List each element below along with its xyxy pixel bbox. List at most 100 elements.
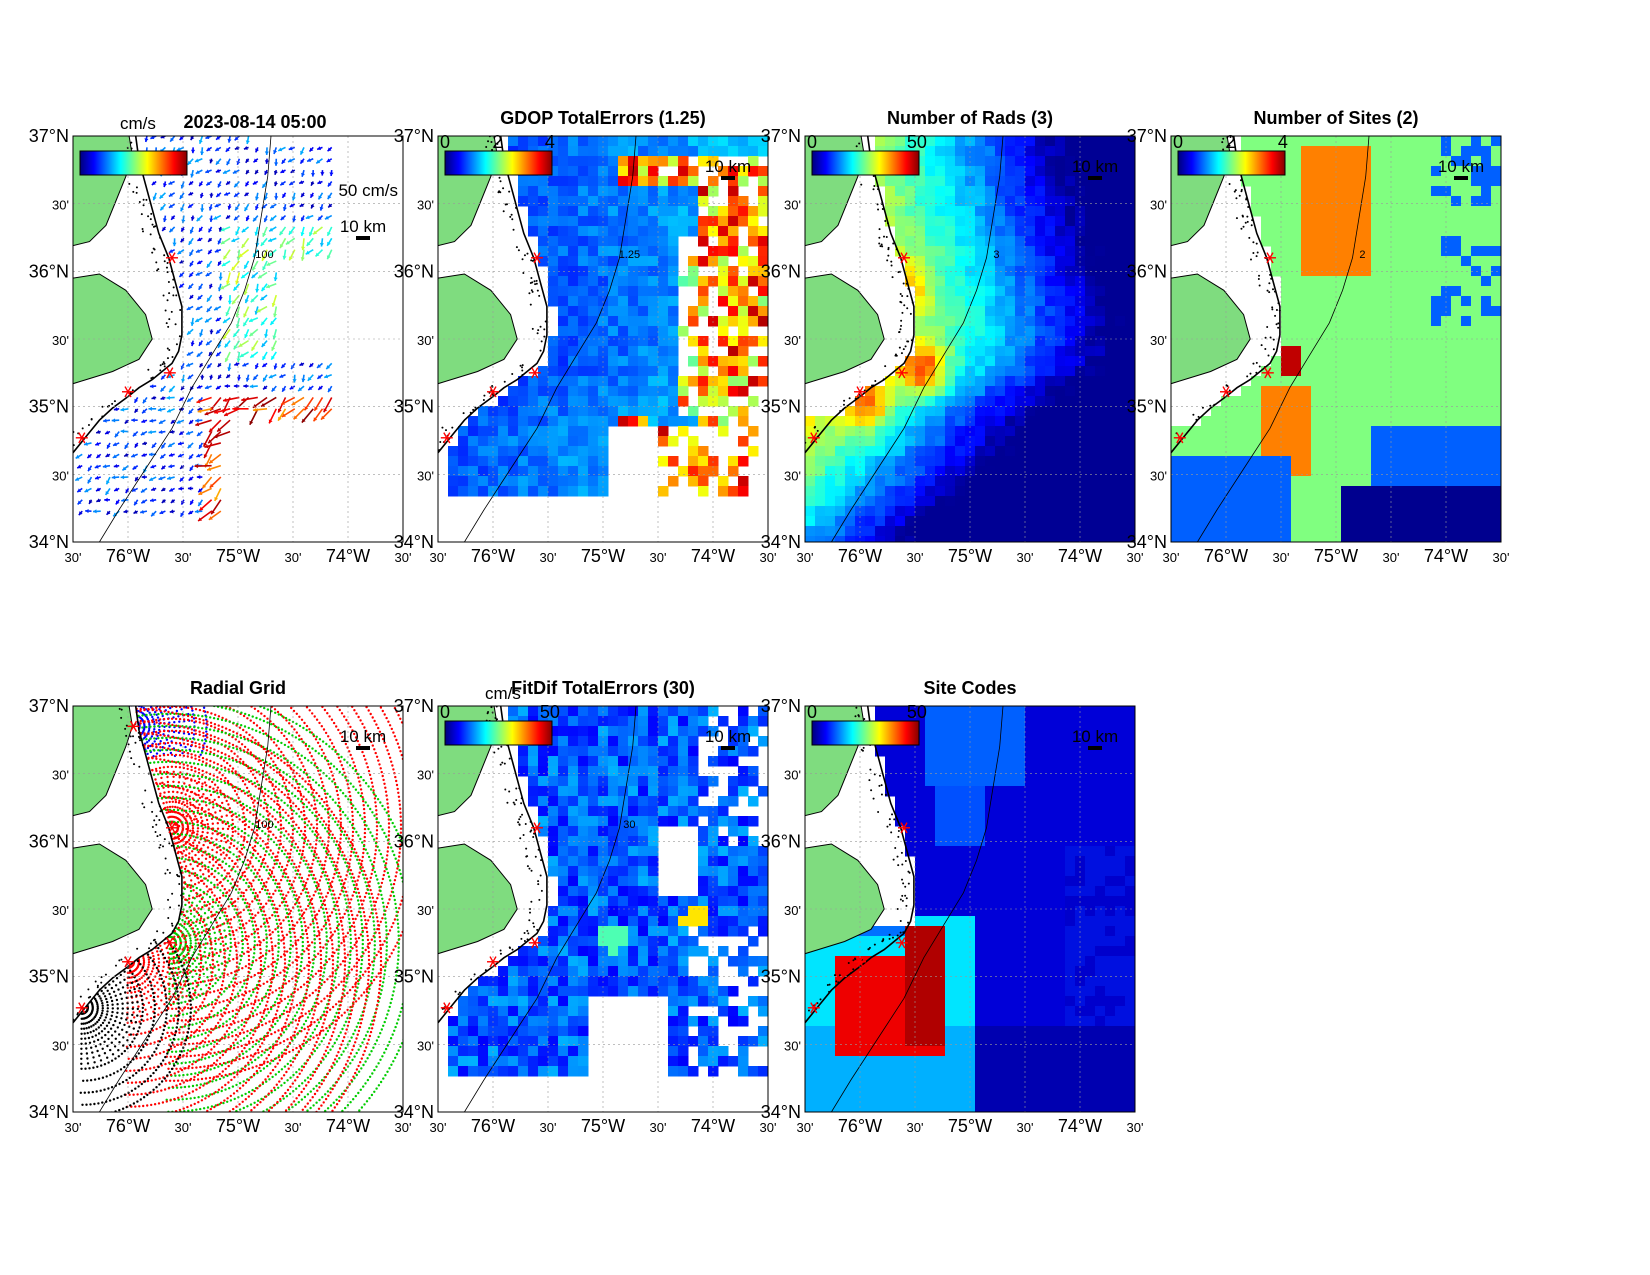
vector-head [328, 203, 333, 208]
data-cell [568, 296, 579, 307]
data-cell [895, 426, 906, 437]
data-cell [1201, 516, 1212, 527]
data-cell [1361, 496, 1372, 507]
data-cell [1471, 206, 1482, 217]
data-cell [1055, 356, 1066, 367]
data-cell [1261, 136, 1272, 147]
data-cell [728, 336, 739, 347]
data-cell [1105, 196, 1116, 207]
data-cell [1361, 446, 1372, 457]
data-cell [915, 336, 926, 347]
vector-head [272, 313, 278, 318]
data-cell [1005, 346, 1016, 357]
data-cell [698, 486, 709, 497]
vector-head [319, 206, 324, 211]
coast-dot [130, 141, 133, 144]
coast-dot [1272, 288, 1275, 291]
data-cell [925, 186, 936, 197]
coast-dot [891, 276, 894, 279]
site-marker [531, 252, 543, 264]
data-cell [1171, 486, 1182, 497]
data-cell [668, 316, 679, 327]
coast-dot [1228, 144, 1231, 147]
data-cell [668, 336, 679, 347]
data-cell [618, 306, 629, 317]
data-cell [698, 276, 709, 287]
coast-dot [1234, 189, 1237, 192]
data-cell [738, 146, 749, 157]
data-cell [1351, 476, 1362, 487]
data-cell [578, 336, 589, 347]
data-cell [1115, 296, 1126, 307]
data-cell [558, 366, 569, 377]
data-cell [1271, 516, 1282, 527]
lon-tick-label: 76°W [106, 546, 150, 566]
data-cell [1125, 156, 1135, 167]
data-cell [1451, 216, 1462, 227]
data-cell [588, 486, 599, 497]
data-cell [638, 416, 649, 427]
vector-head [216, 193, 221, 197]
data-cell [1291, 346, 1302, 357]
data-cell [1045, 476, 1056, 487]
vector-head [264, 334, 269, 338]
data-cell [1291, 286, 1302, 297]
vector-head [268, 252, 273, 257]
data-cell [1321, 486, 1332, 497]
vector-head [207, 364, 212, 369]
coast-dot [523, 254, 526, 257]
data-cell [975, 156, 986, 167]
coast-dot [1264, 336, 1267, 339]
data-cell [945, 156, 956, 167]
data-cell [1241, 466, 1252, 477]
vector-head [170, 137, 174, 142]
vector-head [314, 406, 318, 411]
data-cell [925, 136, 936, 147]
data-cell [1391, 206, 1402, 217]
data-cell [1351, 446, 1362, 457]
data-cell [698, 366, 709, 377]
data-cell [1171, 506, 1182, 517]
vector-head [197, 409, 202, 414]
colorbar-segment [883, 151, 885, 175]
data-cell [648, 286, 659, 297]
data-cell [758, 296, 768, 307]
data-cell [825, 446, 836, 457]
data-cell [985, 466, 996, 477]
data-cell [1411, 216, 1422, 227]
data-cell [1105, 506, 1116, 517]
data-cell [678, 386, 689, 397]
data-cell [638, 276, 649, 287]
data-cell [1125, 456, 1135, 467]
data-cell [1085, 536, 1096, 542]
data-cell [1361, 396, 1372, 407]
colorbar-segment [818, 151, 820, 175]
data-cell [518, 176, 529, 187]
data-cell [1065, 186, 1076, 197]
colorbar-segment [156, 151, 158, 175]
vector-head [244, 207, 249, 212]
data-cell [1371, 156, 1382, 167]
data-cell [658, 406, 669, 417]
lat-tick-label: 34°N [761, 532, 801, 552]
colorbar-segment [92, 151, 94, 175]
data-cell [498, 416, 509, 427]
data-cell [1055, 236, 1066, 247]
data-cell [1421, 376, 1432, 387]
data-cell [1411, 366, 1422, 377]
data-cell [925, 236, 936, 247]
colorbar-segment [183, 151, 185, 175]
colorbar-segment [524, 151, 526, 175]
vector-head [252, 266, 256, 271]
data-cell [1391, 416, 1402, 427]
data-cell [1471, 136, 1482, 147]
data-cell [1361, 426, 1372, 437]
data-cell [1401, 146, 1412, 157]
data-cell [1321, 226, 1332, 237]
data-cell [835, 496, 846, 507]
data-cell [1261, 446, 1272, 457]
colorbar-segment [449, 151, 451, 175]
data-cell [1361, 336, 1372, 347]
data-cell [925, 476, 936, 487]
data-cell [1371, 516, 1382, 527]
